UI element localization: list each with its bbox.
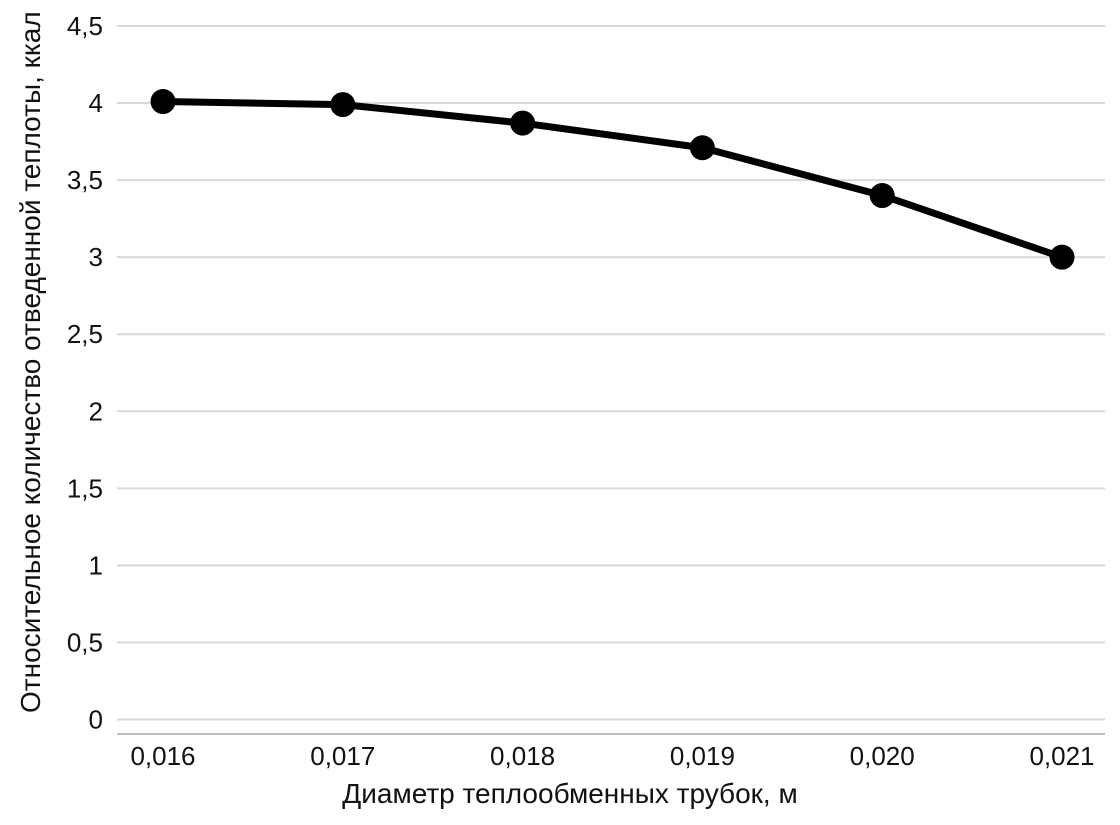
y-tick-label: 2 <box>89 396 103 426</box>
data-point <box>330 92 356 118</box>
y-tick-label: 2,5 <box>67 319 103 349</box>
y-tick-label: 4 <box>89 88 103 118</box>
y-tick-label: 1,5 <box>67 473 103 503</box>
x-tick-label: 0,021 <box>1029 741 1094 771</box>
data-point <box>1049 244 1075 270</box>
y-axis-title: Относительное количество отведенной тепл… <box>15 11 46 713</box>
x-tick-label: 0,020 <box>850 741 915 771</box>
x-tick-label: 0,019 <box>670 741 735 771</box>
y-tick-label: 3,5 <box>67 165 103 195</box>
y-tick-label: 0 <box>89 705 103 735</box>
y-tick-label: 1 <box>89 550 103 580</box>
data-point <box>150 89 176 115</box>
y-tick-label: 4,5 <box>67 11 103 41</box>
x-axis-title: Диаметр теплообменных трубок, м <box>342 778 798 809</box>
data-point <box>510 110 536 136</box>
series-line <box>159 98 1066 261</box>
x-tick-label: 0,018 <box>490 741 555 771</box>
x-tick-label: 0,016 <box>130 741 195 771</box>
y-tick-label: 0,5 <box>67 627 103 657</box>
x-tick-label: 0,017 <box>310 741 375 771</box>
data-point <box>869 183 895 209</box>
data-point <box>689 135 715 161</box>
y-tick-label: 3 <box>89 242 103 272</box>
